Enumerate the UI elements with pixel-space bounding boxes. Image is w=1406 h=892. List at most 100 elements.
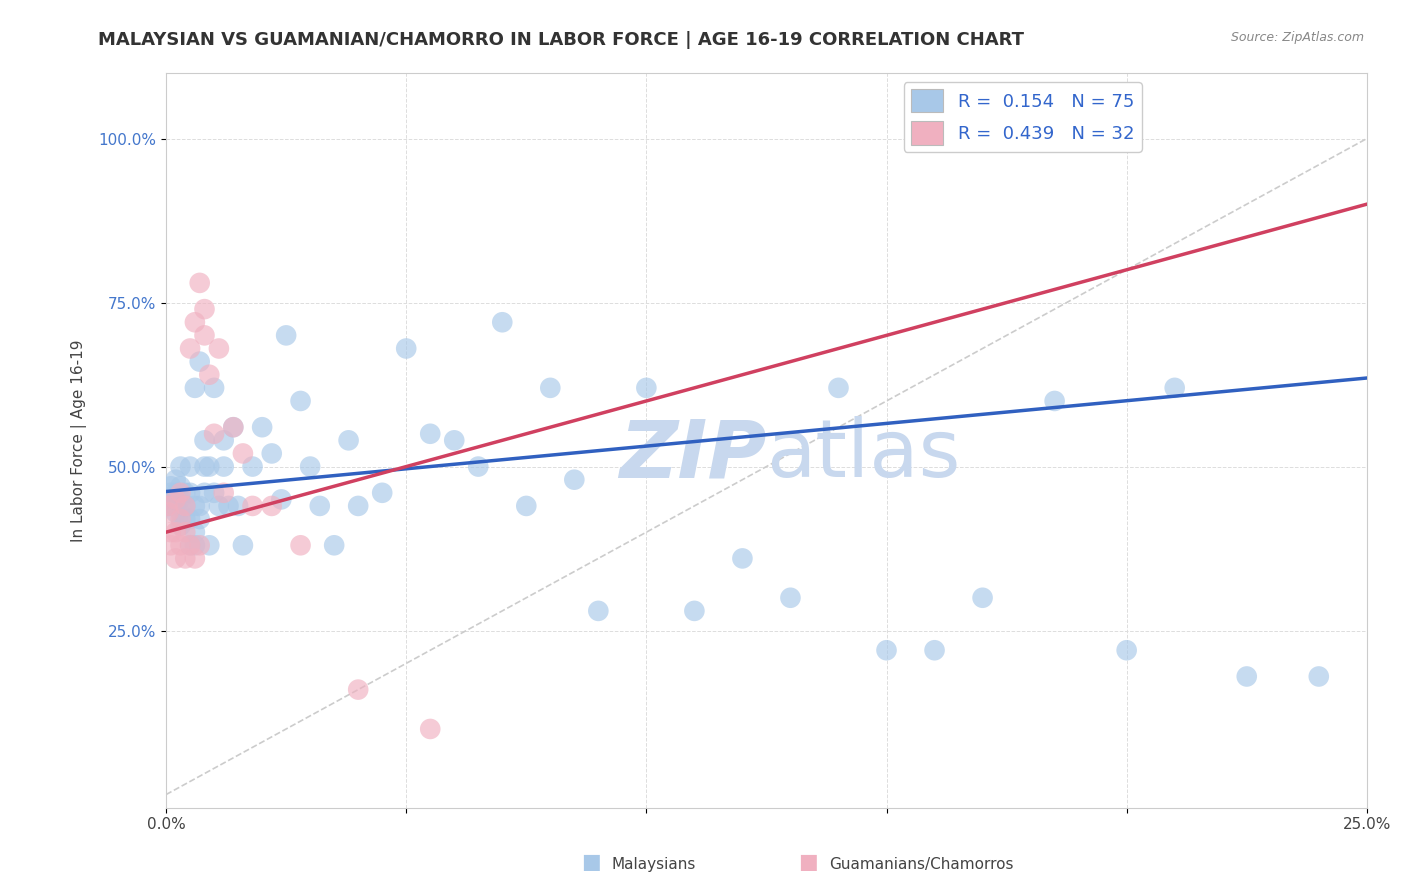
- Text: ■: ■: [799, 853, 818, 872]
- Point: [179, 512, 201, 526]
- Point: [193, 328, 215, 343]
- Point: [184, 551, 207, 566]
- Point: [419, 426, 441, 441]
- Point: [184, 381, 207, 395]
- Point: [188, 499, 211, 513]
- Point: [179, 485, 201, 500]
- Point: [212, 459, 235, 474]
- Point: [160, 479, 183, 493]
- Point: [174, 499, 197, 513]
- Point: [169, 512, 191, 526]
- Point: [193, 434, 215, 448]
- Point: [169, 459, 191, 474]
- Point: [538, 381, 561, 395]
- Point: [636, 381, 658, 395]
- Point: [184, 499, 207, 513]
- Point: [443, 434, 465, 448]
- Point: [337, 434, 360, 448]
- Point: [157, 506, 180, 520]
- Point: [212, 434, 235, 448]
- Point: [395, 342, 418, 356]
- Point: [198, 368, 221, 382]
- Point: [169, 492, 191, 507]
- Point: [169, 538, 191, 552]
- Text: ZIP: ZIP: [619, 416, 766, 494]
- Point: [193, 485, 215, 500]
- Point: [184, 525, 207, 540]
- Point: [308, 499, 330, 513]
- Point: [188, 276, 211, 290]
- Point: [160, 485, 183, 500]
- Point: [179, 538, 201, 552]
- Point: [347, 499, 370, 513]
- Point: [222, 420, 245, 434]
- Point: [467, 459, 489, 474]
- Text: Source: ZipAtlas.com: Source: ZipAtlas.com: [1230, 31, 1364, 45]
- Point: [165, 506, 187, 520]
- Text: Malaysians: Malaysians: [612, 857, 696, 872]
- Point: [174, 551, 197, 566]
- Point: [188, 512, 211, 526]
- Point: [222, 420, 245, 434]
- Point: [218, 499, 240, 513]
- Point: [242, 459, 264, 474]
- Point: [1308, 669, 1330, 683]
- Point: [250, 420, 273, 434]
- Point: [208, 499, 231, 513]
- Text: Guamanians/Chamorros: Guamanians/Chamorros: [830, 857, 1014, 872]
- Text: atlas: atlas: [766, 416, 960, 494]
- Text: MALAYSIAN VS GUAMANIAN/CHAMORRO IN LABOR FORCE | AGE 16-19 CORRELATION CHART: MALAYSIAN VS GUAMANIAN/CHAMORRO IN LABOR…: [98, 31, 1025, 49]
- Point: [184, 538, 207, 552]
- Point: [232, 538, 254, 552]
- Point: [165, 551, 187, 566]
- Point: [212, 485, 235, 500]
- Point: [731, 551, 754, 566]
- Point: [165, 473, 187, 487]
- Point: [491, 315, 513, 329]
- Point: [188, 354, 211, 368]
- Point: [1115, 643, 1137, 657]
- Point: [260, 446, 283, 460]
- Point: [683, 604, 706, 618]
- Point: [276, 328, 298, 343]
- Legend: R =  0.154   N = 75, R =  0.439   N = 32: R = 0.154 N = 75, R = 0.439 N = 32: [904, 82, 1142, 152]
- Point: [242, 499, 264, 513]
- Point: [165, 525, 187, 540]
- Point: [169, 506, 191, 520]
- Y-axis label: In Labor Force | Age 16-19: In Labor Force | Age 16-19: [72, 339, 87, 541]
- Point: [179, 538, 201, 552]
- Point: [290, 394, 312, 409]
- Point: [226, 499, 249, 513]
- Point: [827, 381, 849, 395]
- Point: [260, 499, 283, 513]
- Point: [156, 499, 179, 513]
- Point: [562, 473, 585, 487]
- Point: [232, 446, 254, 460]
- Point: [876, 643, 898, 657]
- Point: [515, 499, 537, 513]
- Point: [162, 492, 184, 507]
- Point: [169, 518, 191, 533]
- Point: [347, 682, 370, 697]
- Point: [1163, 381, 1185, 395]
- Point: [202, 381, 225, 395]
- Point: [208, 342, 231, 356]
- Point: [371, 485, 394, 500]
- Point: [924, 643, 946, 657]
- Point: [198, 459, 221, 474]
- Point: [290, 538, 312, 552]
- Point: [202, 426, 225, 441]
- Point: [202, 485, 225, 500]
- Point: [188, 538, 211, 552]
- Point: [299, 459, 322, 474]
- Point: [174, 485, 197, 500]
- Point: [193, 302, 215, 317]
- Point: [198, 538, 221, 552]
- Point: [165, 499, 187, 513]
- Point: [179, 342, 201, 356]
- Point: [193, 459, 215, 474]
- Text: ■: ■: [581, 853, 600, 872]
- Point: [1043, 394, 1066, 409]
- Point: [174, 525, 197, 540]
- Point: [157, 499, 180, 513]
